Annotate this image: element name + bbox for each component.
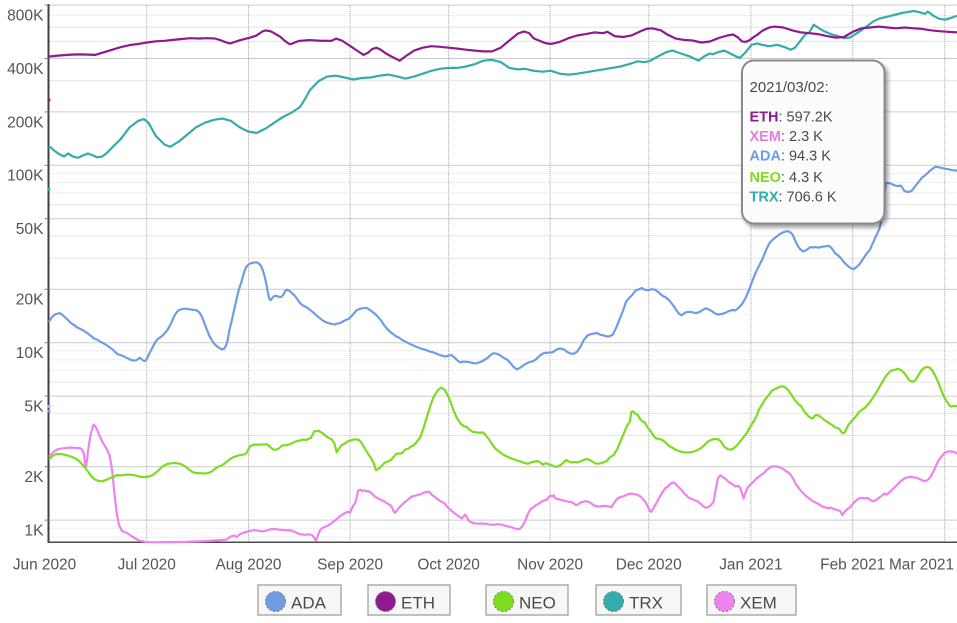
svg-text:Nov 2020: Nov 2020 xyxy=(517,557,583,574)
svg-text:Oct 2020: Oct 2020 xyxy=(417,557,479,574)
svg-text:Jun 2020: Jun 2020 xyxy=(13,557,76,574)
svg-text:400K: 400K xyxy=(7,61,44,78)
svg-text:NEO: 4.3 K: NEO: 4.3 K xyxy=(750,170,824,186)
svg-text:5K: 5K xyxy=(24,399,44,416)
svg-text:Jul 2020: Jul 2020 xyxy=(118,557,176,574)
svg-text:2021/03/02:: 2021/03/02: xyxy=(750,79,829,96)
svg-text:20K: 20K xyxy=(16,292,44,309)
svg-text:50K: 50K xyxy=(16,221,44,238)
svg-text:2K: 2K xyxy=(24,469,44,486)
svg-text:ADA: 94.3 K: ADA: 94.3 K xyxy=(750,149,832,165)
svg-text:XEM: XEM xyxy=(740,594,777,613)
svg-text:Sep 2020: Sep 2020 xyxy=(317,557,383,574)
svg-text:ETH: ETH xyxy=(401,594,435,613)
svg-text:XEM: 2.3 K: XEM: 2.3 K xyxy=(750,129,824,145)
svg-text:Jan 2021: Jan 2021 xyxy=(719,557,782,574)
svg-text:TRX: TRX xyxy=(629,594,663,613)
svg-text:100K: 100K xyxy=(7,168,44,185)
svg-text:NEO: NEO xyxy=(519,594,556,613)
svg-text:ETH: 597.2K: ETH: 597.2K xyxy=(750,110,833,126)
svg-text:10K: 10K xyxy=(16,345,44,362)
svg-text:ADA: ADA xyxy=(291,594,327,613)
svg-text:Mar 2021: Mar 2021 xyxy=(889,557,954,574)
svg-text:200K: 200K xyxy=(7,114,44,131)
svg-text:Feb 2021: Feb 2021 xyxy=(820,557,885,574)
svg-text:800K: 800K xyxy=(7,8,44,25)
svg-text:Dec 2020: Dec 2020 xyxy=(616,557,682,574)
svg-text:1K: 1K xyxy=(24,523,44,540)
svg-text:Aug 2020: Aug 2020 xyxy=(216,557,282,574)
svg-text:TRX: 706.6 K: TRX: 706.6 K xyxy=(750,190,837,206)
